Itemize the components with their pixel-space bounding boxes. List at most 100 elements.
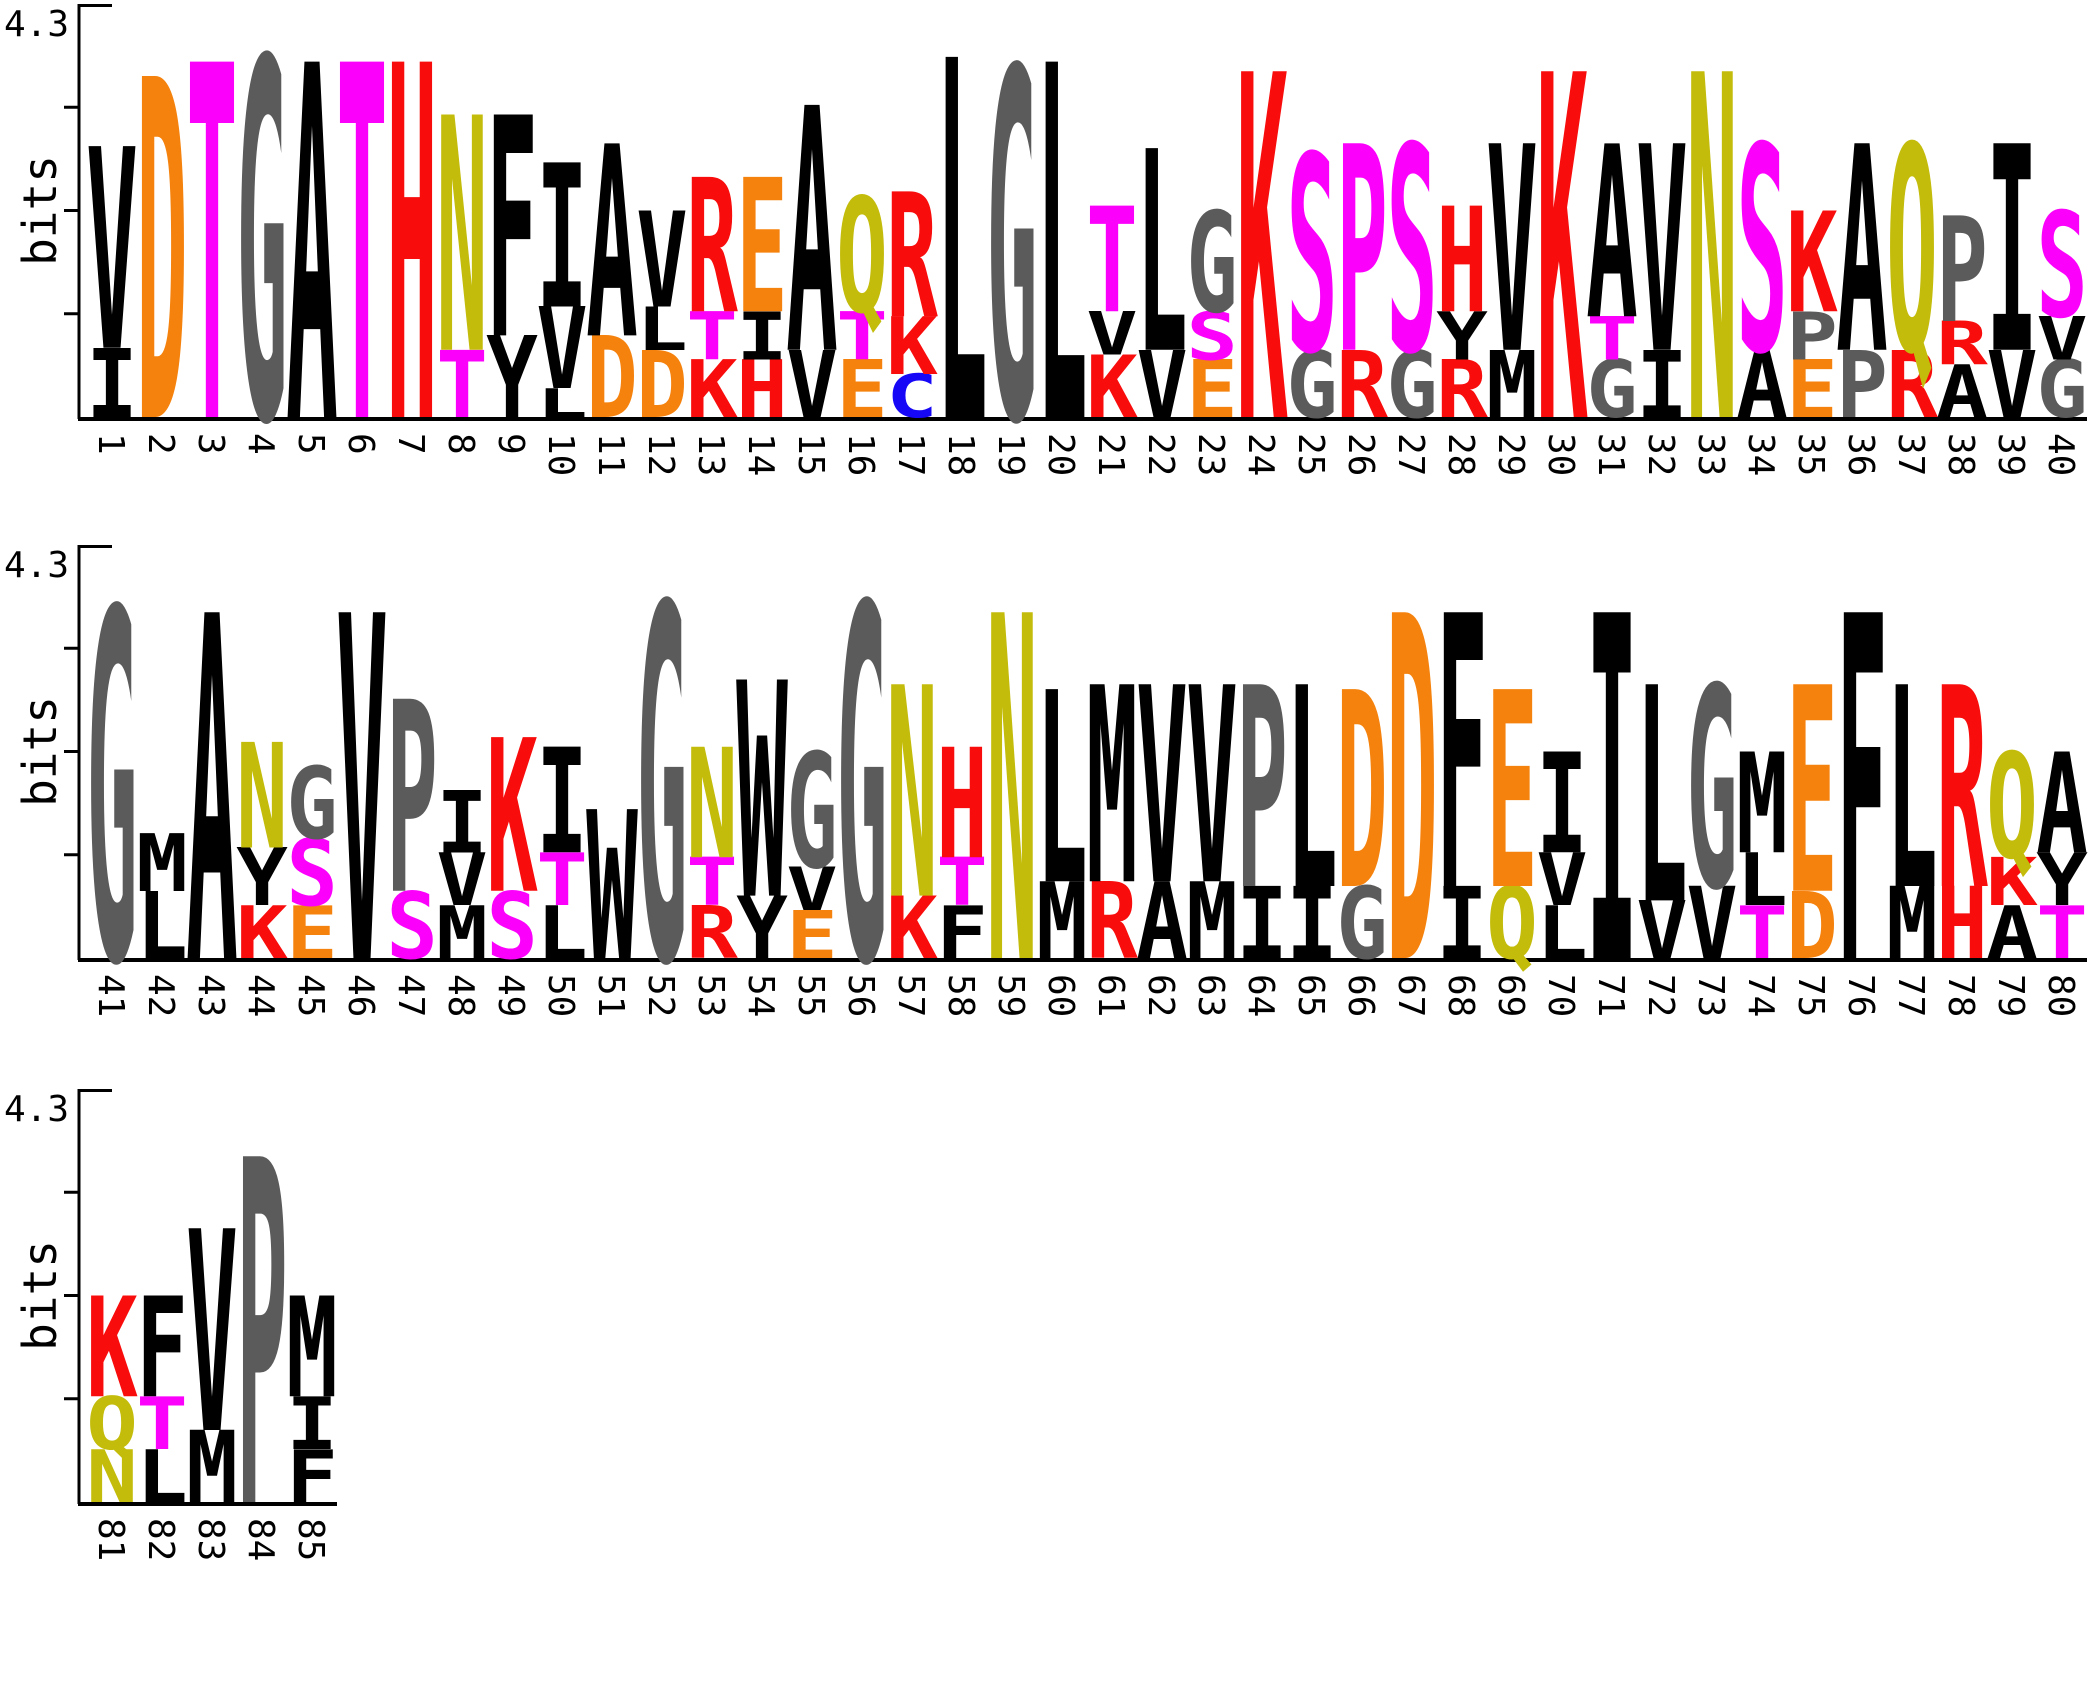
- logo-stack-pos-63: MV: [1186, 632, 1238, 983]
- logo-letter: P: [1936, 187, 1988, 356]
- x-tick-label: 30: [1540, 433, 1581, 476]
- x-tick-label: 42: [140, 974, 181, 1017]
- logo-letter: T: [936, 845, 988, 922]
- logo-stack-pos-84: P: [236, 1064, 288, 1615]
- logo-letter: S: [1736, 89, 1788, 418]
- logo-letter: G: [236, 0, 288, 534]
- logo-letter: K: [1086, 338, 1138, 438]
- logo-letter: Q: [836, 165, 888, 349]
- logo-letter: K: [86, 1269, 138, 1430]
- logo-letter: A: [2036, 725, 2088, 886]
- logo-stack-pos-26: RP: [1336, 89, 1388, 439]
- logo-letter: K: [886, 301, 938, 393]
- x-tick-label: 15: [790, 433, 831, 476]
- x-tick-label: 3: [190, 433, 231, 455]
- logo-letter: S: [286, 819, 338, 927]
- logo-letter: Y: [236, 832, 288, 924]
- x-tick-label: 22: [1140, 433, 1181, 476]
- logo-letter: L: [636, 296, 688, 364]
- logo-letter: W: [586, 769, 638, 1006]
- logo-stack-pos-45: ESG: [286, 746, 338, 975]
- logo-letter: V: [1636, 89, 1688, 418]
- logo-letter: L: [1536, 890, 1588, 975]
- logo-letter: H: [1436, 177, 1488, 346]
- logo-stack-pos-40: GVS: [2036, 182, 2088, 436]
- x-tick-label: 65: [1290, 974, 1331, 1017]
- x-tick-label: 72: [1640, 974, 1681, 1017]
- x-tick-label: 80: [2040, 974, 2081, 1017]
- logo-letter: V: [1486, 89, 1538, 418]
- x-tick-label: 85: [290, 1518, 331, 1561]
- logo-stack-pos-33: N: [1686, 0, 1738, 530]
- y-axis-max-label: 4.3: [4, 4, 69, 45]
- logo-stack-pos-69: QE: [1486, 637, 1538, 982]
- logo-stack-pos-81: NQK: [86, 1269, 138, 1519]
- logo-letter: N: [86, 1434, 138, 1519]
- x-tick-label: 6: [340, 433, 381, 455]
- logo-letter: E: [836, 344, 888, 436]
- y-axis-title: bits: [13, 696, 67, 807]
- logo-stack-pos-58: FTH: [936, 718, 988, 975]
- logo-letter: L: [1036, 638, 1088, 945]
- logo-letter: F: [486, 54, 538, 408]
- x-tick-label: 43: [190, 974, 231, 1017]
- logo-letter: L: [136, 872, 188, 980]
- x-tick-label: 29: [1490, 433, 1531, 476]
- x-tick-label: 57: [890, 974, 931, 1017]
- logo-letter: I: [536, 124, 588, 354]
- logo-letter: D: [586, 313, 638, 444]
- x-tick-label: 47: [390, 974, 431, 1017]
- logo-letter: L: [1886, 631, 1938, 953]
- logo-stack-pos-7: H: [386, 0, 438, 533]
- x-tick-label: 58: [940, 974, 981, 1017]
- logo-letter: T: [136, 1382, 188, 1467]
- logo-stack-pos-51: W: [586, 769, 638, 1006]
- logo-letter: A: [586, 92, 638, 399]
- x-tick-label: 52: [640, 974, 681, 1017]
- x-tick-label: 67: [1390, 974, 1431, 1017]
- logo-letter: R: [1886, 331, 1938, 439]
- logo-letter: A: [1136, 860, 1188, 983]
- logo-letter: I: [436, 773, 488, 873]
- logo-letter: V: [1686, 866, 1738, 981]
- logo-letter: H: [1936, 866, 1988, 981]
- logo-letter: A: [1986, 890, 2038, 975]
- x-tick-label: 24: [1240, 433, 1281, 476]
- logo-letter: R: [1436, 344, 1488, 436]
- x-tick-label: 77: [1890, 974, 1931, 1017]
- logo-stack-pos-23: ESG: [1186, 184, 1238, 436]
- logo-stack-pos-62: AV: [1136, 632, 1188, 983]
- logo-stack-pos-52: G: [636, 505, 688, 1073]
- logo-stack-pos-13: KTR: [686, 141, 738, 436]
- x-tick-label: 17: [890, 433, 931, 476]
- logo-letter: I: [1536, 725, 1588, 886]
- logo-stack-pos-59: N: [986, 520, 1038, 1071]
- logo-letter: V: [186, 1175, 238, 1497]
- y-axis-title: bits: [13, 1240, 67, 1351]
- logo-letter: I: [286, 1382, 338, 1467]
- logo-stack-pos-44: KYN: [236, 714, 288, 976]
- x-tick-label: 76: [1840, 974, 1881, 1017]
- logo-letter: S: [1186, 299, 1238, 376]
- logo-letter: V: [1136, 632, 1188, 946]
- logo-letter: N: [686, 718, 738, 894]
- logo-letter: S: [2036, 182, 2088, 351]
- logo-letter: A: [1586, 97, 1638, 374]
- logo-letter: L: [1136, 94, 1188, 416]
- logo-stack-pos-34: AS: [1736, 89, 1788, 439]
- logo-letter: R: [1086, 860, 1138, 983]
- logo-letter: G: [1686, 631, 1738, 953]
- logo-letter: N: [1686, 0, 1738, 530]
- x-tick-label: 84: [240, 1518, 281, 1561]
- logo-stack-pos-65: IL: [1286, 631, 1338, 982]
- logo-letter: E: [1186, 344, 1238, 436]
- logo-stack-pos-16: ETQ: [836, 165, 888, 437]
- logo-stack-pos-28: RYH: [1436, 177, 1488, 436]
- x-tick-label: 78: [1940, 974, 1981, 1017]
- logo-letter: W: [736, 621, 788, 966]
- logo-letter: S: [1286, 100, 1338, 414]
- x-tick-label: 73: [1690, 974, 1731, 1017]
- logo-stack-pos-38: ARP: [1936, 187, 1988, 434]
- x-tick-label: 21: [1090, 433, 1131, 476]
